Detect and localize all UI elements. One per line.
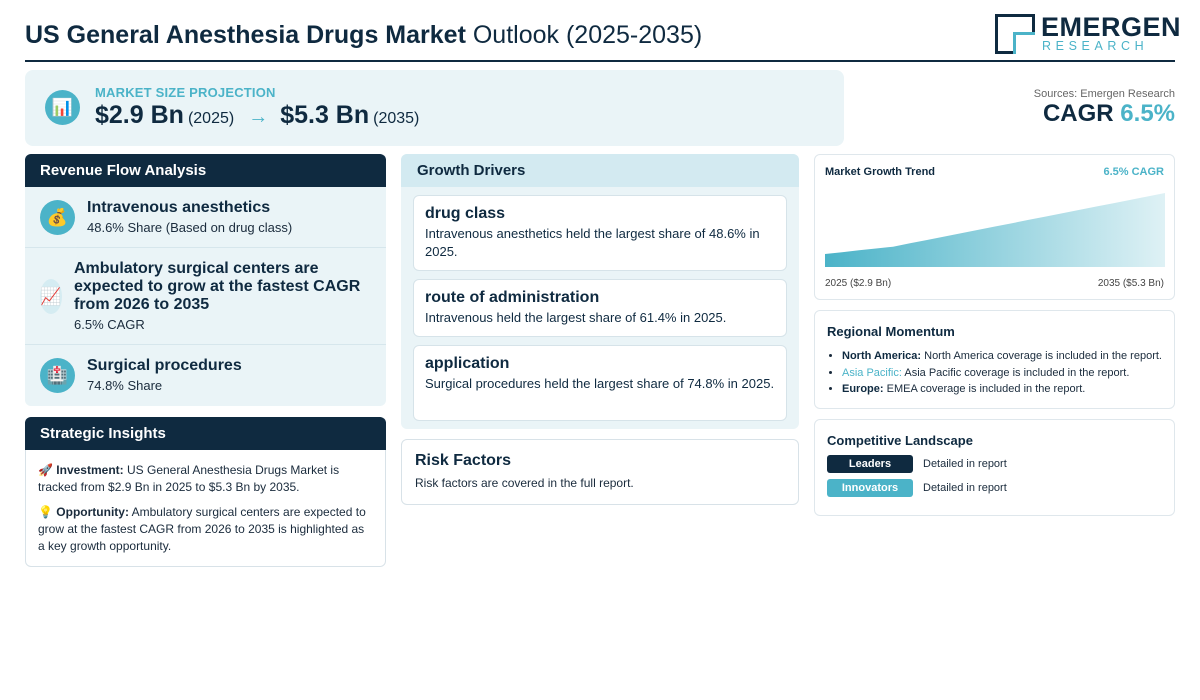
leaders-text: Detailed in report <box>923 458 1007 470</box>
innovators-badge: Innovators <box>827 479 913 497</box>
regional-momentum-card: Regional Momentum North America: North A… <box>814 310 1175 409</box>
list-item: Asia Pacific: Asia Pacific coverage is i… <box>842 365 1172 382</box>
driver-title: route of administration <box>425 289 600 306</box>
revenue-item: 💰 Intravenous anesthetics 48.6% Share (B… <box>25 187 386 248</box>
driver-description: Intravenous anesthetics held the largest… <box>425 226 760 259</box>
list-item: Europe: EMEA coverage is included in the… <box>842 381 1172 398</box>
region-label: Asia Pacific: <box>842 366 902 379</box>
page-title-bold: US General Anesthesia Drugs Market <box>25 21 466 49</box>
market-size-projection: 📊 MARKET SIZE PROJECTION $2.9 Bn (2025) → $… <box>25 70 844 146</box>
arrow-right-icon: → <box>248 106 269 128</box>
logo-name: EMERGEN <box>1041 12 1182 42</box>
lightbulb-icon: 💡 <box>38 505 53 519</box>
investment-label: Investment: <box>56 463 124 477</box>
revenue-item-sub: 74.8% Share <box>87 378 163 393</box>
projection-end-year: (2035) <box>373 110 420 127</box>
page-title-rest: Outlook (2025-2035) <box>472 21 703 49</box>
rocket-icon: 🚀 <box>38 463 53 477</box>
driver-card: drug class Intravenous anesthetics held … <box>413 195 787 271</box>
region-text: Asia Pacific coverage is included in the… <box>904 366 1130 379</box>
projection-start-year: (2025) <box>187 110 235 127</box>
regional-momentum-title: Regional Momentum <box>827 324 955 339</box>
projection-values: $2.9 Bn (2025) → $5.3 Bn (2035) <box>95 101 419 130</box>
bar-chart-icon: 📊 <box>45 90 80 125</box>
trend-chart <box>825 193 1165 267</box>
trend-area <box>825 193 1165 267</box>
logo-subtitle: RESEARCH <box>1042 39 1149 53</box>
region-label: Europe: <box>842 383 884 395</box>
strategic-insights-panel: Strategic Insights 🚀 Investment: US Gene… <box>25 417 386 567</box>
trend-title: Market Growth Trend <box>825 166 936 178</box>
driver-title: application <box>425 355 510 372</box>
revenue-flow-panel: Revenue Flow Analysis 💰 Intravenous anes… <box>25 154 386 406</box>
opportunity-text: Ambulatory surgical centers are expected… <box>38 505 366 553</box>
revenue-item-sub: 48.6% Share (Based on drug class) <box>87 220 293 235</box>
cagr-label: CAGR <box>1042 100 1114 127</box>
trend-cagr-label: 6.5% CAGR <box>1103 166 1164 178</box>
projection-start-value: $2.9 Bn <box>95 101 184 129</box>
trend-x-start-label: 2025 ($2.9 Bn) <box>825 278 892 289</box>
revenue-item: 🏥 Surgical procedures 74.8% Share <box>25 345 386 406</box>
competitive-landscape-title: Competitive Landscape <box>827 433 973 448</box>
hospital-icon: 🏥 <box>40 358 75 393</box>
investment-text: US General Anesthesia Drugs Market is tr… <box>38 463 340 494</box>
header: US General Anesthesia Drugs Market Outlo… <box>25 12 1181 62</box>
emergen-logo[interactable]: EMERGEN RESEARCH <box>995 12 1181 56</box>
growth-drivers-title: Growth Drivers <box>401 154 799 187</box>
investment-insight: 🚀 Investment: US General Anesthesia Drug… <box>38 462 373 496</box>
revenue-item-title: Surgical procedures <box>87 357 242 374</box>
revenue-item-title: Intravenous anesthetics <box>87 199 271 216</box>
growth-drivers-panel: Growth Drivers drug class Intravenous an… <box>401 154 799 429</box>
market-growth-trend-card: Market Growth Trend 6.5% CAGR 2025 ($2.9… <box>814 154 1175 300</box>
competitive-landscape-card: Competitive Landscape Leaders Detailed i… <box>814 419 1175 516</box>
regional-list: North America: North America coverage is… <box>842 348 1172 398</box>
logo-mark-icon <box>995 14 1035 54</box>
risk-factors-panel: Risk Factors Risk factors are covered in… <box>401 439 799 505</box>
cagr-headline: CAGR 6.5% <box>1043 100 1175 128</box>
list-item: North America: North America coverage is… <box>842 348 1172 365</box>
driver-description: Intravenous held the largest share of 61… <box>425 310 727 325</box>
money-bag-icon: 💰 <box>40 200 75 235</box>
risk-factors-title: Risk Factors <box>415 452 512 469</box>
risk-factors-description: Risk factors are covered in the full rep… <box>415 476 634 490</box>
projection-label: MARKET SIZE PROJECTION <box>95 85 276 100</box>
projection-end-value: $5.3 Bn <box>280 101 370 129</box>
region-text: North America coverage is included in th… <box>924 350 1162 362</box>
cagr-value: 6.5% <box>1120 100 1175 127</box>
driver-card: route of administration Intravenous held… <box>413 279 787 337</box>
revenue-item-sub: 6.5% CAGR <box>74 317 145 332</box>
strategic-insights-title: Strategic Insights <box>25 417 386 450</box>
leaders-badge: Leaders <box>827 455 913 473</box>
revenue-flow-title: Revenue Flow Analysis <box>25 154 386 187</box>
driver-description: Surgical procedures held the largest sha… <box>425 376 775 391</box>
opportunity-label: Opportunity: <box>56 505 129 519</box>
driver-title: drug class <box>425 205 506 222</box>
revenue-item-title: Ambulatory surgical centers are expected… <box>74 260 361 313</box>
innovators-text: Detailed in report <box>923 482 1007 494</box>
chart-increasing-icon: 📈 <box>40 279 62 314</box>
opportunity-insight: 💡 Opportunity: Ambulatory surgical cente… <box>38 504 373 555</box>
region-text: EMEA coverage is included in the report. <box>886 383 1086 395</box>
page-title: US General Anesthesia Drugs Market Outlo… <box>25 21 702 50</box>
region-label: North America: <box>842 350 922 362</box>
trend-x-end-label: 2035 ($5.3 Bn) <box>1097 278 1164 289</box>
revenue-item: 📈 Ambulatory surgical centers are expect… <box>25 248 386 345</box>
driver-card: application Surgical procedures held the… <box>413 345 787 421</box>
sources-note: Sources: Emergen Research <box>1033 88 1175 100</box>
